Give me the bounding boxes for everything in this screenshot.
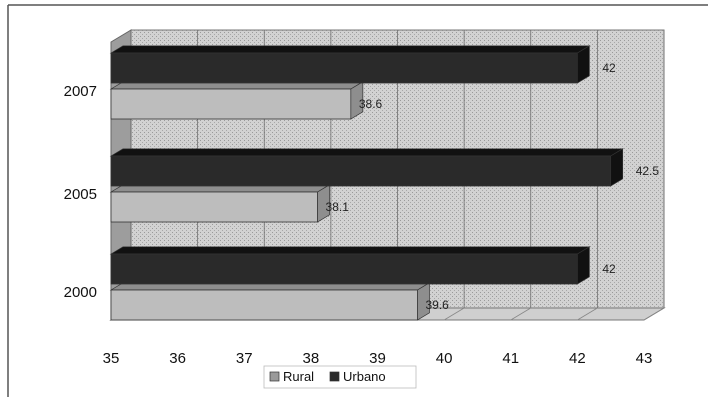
floor-gridline-43 [643, 307, 665, 321]
bar-rural-2007-end [350, 81, 364, 120]
bar-urbano-2007-front [110, 52, 578, 84]
legend-box [263, 365, 417, 389]
bar-urbano-2000-top [109, 246, 591, 255]
bar-rural-2005-front [110, 191, 318, 223]
x-tick-label-43: 43 [636, 350, 653, 367]
x-tick-label-35: 35 [103, 350, 120, 367]
bar-rural-2005 [109, 184, 331, 223]
x-tick-label-42: 42 [569, 350, 586, 367]
data-label-rural-2000: 39.6 [425, 298, 449, 312]
floor-gridline-41 [510, 307, 531, 321]
bar-urbano-2007-top [109, 45, 591, 54]
x-tick-label-38: 38 [303, 350, 320, 367]
bar-rural-2005-end [317, 184, 330, 223]
x-tick-label-36: 36 [169, 350, 186, 367]
y-tick-label-2000: 2000 [64, 284, 97, 301]
x-tick-label-40: 40 [436, 350, 453, 367]
data-label-rural-2005: 38.1 [326, 200, 350, 214]
x-tick-label-37: 37 [236, 350, 253, 367]
bar-rural-2007 [109, 81, 365, 120]
bar-urbano-2000 [109, 246, 591, 285]
bar-urbano-2005-end [610, 148, 624, 187]
y-tick-label-2007: 2007 [64, 83, 97, 100]
data-label-urbano-2007: 42 [602, 61, 616, 75]
bar-rural-2000-end [417, 282, 430, 321]
y-tick-label-2005: 2005 [64, 186, 97, 203]
x-tick-label-41: 41 [502, 350, 519, 367]
bar-urbano-2007-end [577, 45, 590, 84]
bar-urbano-2005 [109, 148, 624, 187]
legend-label-rural: Rural [283, 369, 314, 384]
bar-urbano-2007 [109, 45, 591, 84]
legend-swatch-rural [269, 371, 280, 382]
data-label-rural-2007: 38.6 [359, 97, 383, 111]
bar-rural-2007-front [110, 88, 352, 120]
legend-swatch-urbano [329, 371, 340, 382]
bar-rural-2000 [109, 282, 431, 321]
floor-gridline-42 [577, 307, 598, 321]
bar-urbano-2005-top [109, 148, 624, 157]
x-tick-label-39: 39 [369, 350, 386, 367]
bar-urbano-2000-front [110, 253, 578, 285]
data-label-urbano-2005: 42.5 [636, 164, 660, 178]
bar-rural-2000-front [110, 289, 418, 321]
data-label-urbano-2000: 42 [602, 262, 616, 276]
floor-gridline-40 [443, 307, 465, 321]
legend-label-urbano: Urbano [343, 369, 386, 384]
bar-urbano-2005-front [110, 155, 612, 187]
bar-urbano-2000-end [577, 246, 590, 285]
